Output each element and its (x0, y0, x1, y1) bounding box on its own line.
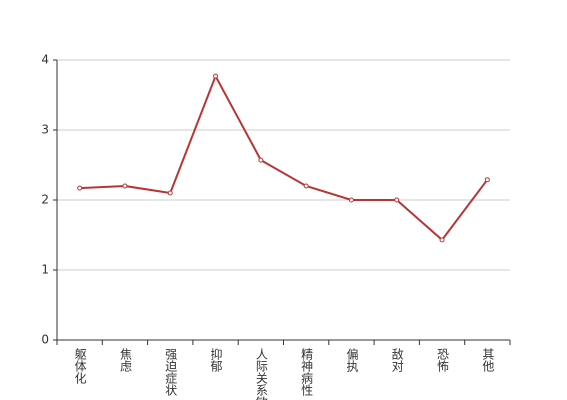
point (394, 197, 400, 203)
point (484, 177, 490, 183)
point (348, 197, 354, 203)
line (79, 73, 489, 242)
y-tick-label: 2 (41, 193, 49, 207)
point (303, 183, 309, 189)
x-tick-label: 人际关系敏感 (254, 348, 268, 400)
x-tick-label: 焦虑 (118, 348, 132, 372)
x-tick-label: 躯体化 (73, 347, 87, 385)
point (77, 185, 83, 191)
x-tick-label: 敌对 (390, 347, 404, 372)
x-tick-label: 恐怖 (436, 348, 450, 372)
point (122, 183, 128, 189)
point (439, 237, 445, 243)
y-tick-label: 0 (41, 333, 49, 347)
point (213, 73, 219, 79)
y-tick-label: 3 (41, 123, 49, 137)
point (167, 190, 173, 196)
y-tick-label: 1 (41, 263, 49, 277)
x-tick-label: 精神病性 (300, 348, 314, 397)
point (258, 157, 264, 163)
y-tick-label: 4 (41, 53, 49, 67)
x-tick-label: 强迫症状 (164, 348, 178, 396)
x-tick-label: 抑郁 (209, 347, 223, 373)
x-tick-label: 其他 (481, 348, 495, 372)
x-tick-label: 偏执 (345, 347, 359, 373)
